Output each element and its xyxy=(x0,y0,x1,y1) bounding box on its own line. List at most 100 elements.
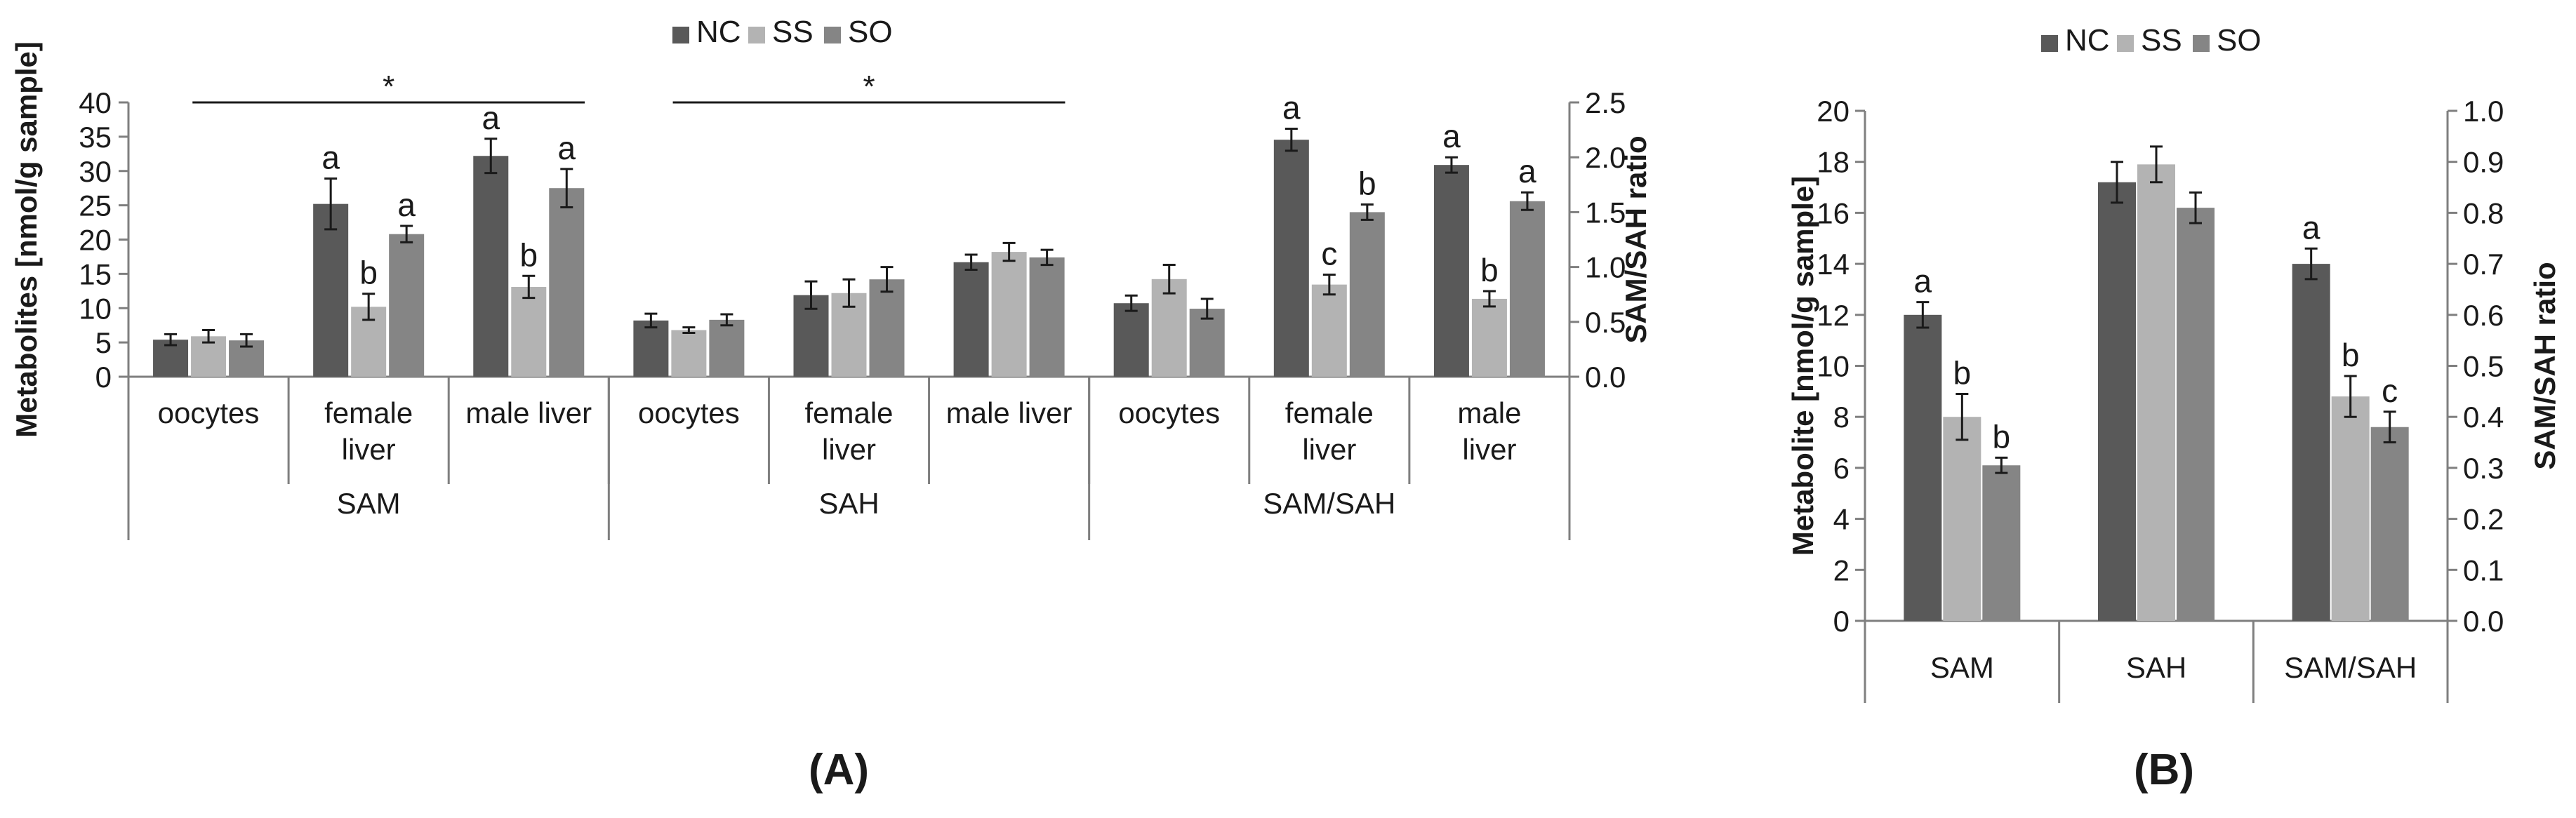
legend-a-label-nc: NC xyxy=(696,15,741,49)
b-sam-so-significance-letter: b xyxy=(1993,418,2011,455)
a-sah-oocytes-ss-bar xyxy=(671,330,707,377)
b-sah-ss-bar xyxy=(2137,164,2175,621)
panel-label-b: (B) xyxy=(2134,746,2194,794)
a-sah-male-liver-ss-bar xyxy=(991,252,1027,377)
x-category-label-a-7-1: liver xyxy=(1302,433,1356,466)
x-category-label-b-2: SAM/SAH xyxy=(2284,651,2417,684)
y-tick-label-right-b-0.2: 0.2 xyxy=(2463,503,2504,536)
b-sah-nc-bar xyxy=(2098,182,2136,621)
a-sah-male-liver-nc-bar xyxy=(953,262,989,377)
x-category-label-a-8-1: liver xyxy=(1462,433,1516,466)
legend-a-swatch-nc xyxy=(672,27,689,43)
a-sam-sah-female-liver-ss-significance-letter: c xyxy=(1321,236,1337,272)
a-sah-male-liver-so-bar xyxy=(1029,257,1065,377)
y-tick-label-left-a-30: 30 xyxy=(79,155,112,188)
a-sam-sah-female-liver-nc-bar xyxy=(1273,140,1309,377)
a-sam-sah-male-liver-ss-significance-letter: b xyxy=(1480,252,1499,288)
x-category-label-a-1-1: liver xyxy=(342,433,396,466)
y-tick-label-right-b-0.6: 0.6 xyxy=(2463,299,2504,332)
y-tick-label-left-b-8: 8 xyxy=(1833,401,1850,434)
x-category-label-a-1-0: female xyxy=(324,396,413,429)
y-tick-label-right-b-0.0: 0.0 xyxy=(2463,605,2504,638)
y-tick-label-right-a-0.0: 0.0 xyxy=(1585,361,1626,394)
legend-b-label-ss: SS xyxy=(2141,23,2182,58)
y-tick-label-right-b-0.5: 0.5 xyxy=(2463,350,2504,383)
b-sam-sah-ss-bar xyxy=(2331,396,2370,621)
legend-b-label-so: SO xyxy=(2217,23,2262,58)
y2-axis-title-a: SAM/SAH ratio xyxy=(1619,135,1652,343)
y-tick-label-left-a-10: 10 xyxy=(79,292,112,325)
a-sam-sah-male-liver-ss-bar xyxy=(1471,298,1507,377)
a-sam-sah-male-liver-so-significance-letter: a xyxy=(1518,153,1536,189)
a-sam-female-liver-nc-significance-letter: a xyxy=(321,140,340,176)
x-category-label-a-4-1: liver xyxy=(822,433,876,466)
y-tick-label-left-b-18: 18 xyxy=(1817,146,1850,179)
legend-b-swatch-ss xyxy=(2117,35,2134,52)
a-sam-sah-male-liver-so-bar xyxy=(1509,201,1545,377)
y-tick-label-left-b-12: 12 xyxy=(1817,299,1850,332)
b-sam-nc-significance-letter: a xyxy=(1914,263,1932,300)
b-sam-ss-bar xyxy=(1943,417,1981,621)
x-category-label-a-2-0: male liver xyxy=(465,396,592,429)
legend-a-swatch-ss xyxy=(748,27,765,43)
x-category-label-a-6-0: oocytes xyxy=(1118,396,1220,429)
x-category-label-b-0: SAM xyxy=(1930,651,1994,684)
y-tick-label-left-a-0: 0 xyxy=(95,361,112,394)
legend-b-swatch-so xyxy=(2193,35,2210,52)
x-category-label-a-3-0: oocytes xyxy=(638,396,740,429)
y-axis-title-a: Metabolites [nmol/g sample] xyxy=(10,41,43,438)
a-sam-male-liver-so-bar xyxy=(549,188,585,377)
legend-b-swatch-nc xyxy=(2041,35,2058,52)
b-sam-sah-nc-significance-letter: a xyxy=(2302,209,2321,246)
y-tick-label-left-a-5: 5 xyxy=(95,326,112,359)
a-sam-female-liver-nc-bar xyxy=(313,203,349,377)
b-sam-so-bar xyxy=(1982,465,2021,621)
a-sam-sah-male-liver-nc-bar xyxy=(1433,165,1469,377)
y-tick-label-right-a-1.5: 1.5 xyxy=(1585,196,1626,229)
y-tick-label-left-b-6: 6 xyxy=(1833,452,1850,485)
a-sam-sah-male-liver-nc-significance-letter: a xyxy=(1442,118,1461,154)
a-sam-female-liver-so-significance-letter: a xyxy=(397,187,416,223)
significance-star-a-0: * xyxy=(383,69,394,104)
x-category-label-b-1: SAH xyxy=(2126,651,2186,684)
a-sam-sah-female-liver-so-significance-letter: b xyxy=(1358,165,1376,201)
y-tick-label-left-b-2: 2 xyxy=(1833,554,1850,586)
a-sam-female-liver-ss-significance-letter: b xyxy=(359,255,378,291)
y-tick-label-left-b-16: 16 xyxy=(1817,196,1850,229)
b-sah-so-bar xyxy=(2177,208,2215,621)
y-tick-label-right-b-0.9: 0.9 xyxy=(2463,146,2504,179)
a-sam-sah-female-liver-ss-bar xyxy=(1311,284,1347,377)
a-sam-male-liver-ss-significance-letter: b xyxy=(519,236,538,273)
y-tick-label-left-b-14: 14 xyxy=(1817,248,1850,281)
legend-b-label-nc: NC xyxy=(2065,23,2110,58)
y-tick-label-left-b-0: 0 xyxy=(1833,605,1850,638)
y-tick-label-left-a-25: 25 xyxy=(79,189,112,222)
x-category-label-a-7-0: female xyxy=(1285,396,1374,429)
y-tick-label-right-a-2.5: 2.5 xyxy=(1585,86,1626,119)
legend-a-label-ss: SS xyxy=(772,15,814,49)
b-sam-sah-nc-bar xyxy=(2292,264,2330,621)
a-sah-oocytes-nc-bar xyxy=(633,320,669,377)
x-category-label-a-5-0: male liver xyxy=(946,396,1073,429)
a-sam-sah-oocytes-so-bar xyxy=(1189,309,1225,377)
b-sam-nc-bar xyxy=(1904,314,1942,621)
a-sah-oocytes-so-bar xyxy=(709,319,745,377)
a-sam-sah-female-liver-nc-significance-letter: a xyxy=(1282,90,1301,126)
b-sam-sah-so-bar xyxy=(2370,427,2409,621)
y-tick-label-right-a-1.0: 1.0 xyxy=(1585,251,1626,284)
y-tick-label-right-a-0.5: 0.5 xyxy=(1585,306,1626,339)
y-tick-label-right-b-0.1: 0.1 xyxy=(2463,554,2504,586)
a-sam-male-liver-so-significance-letter: a xyxy=(557,130,576,166)
y-tick-label-left-b-10: 10 xyxy=(1817,350,1850,383)
significance-star-a-1: * xyxy=(863,69,875,104)
x-group-label-a-1: SAH xyxy=(818,487,879,520)
a-sam-female-liver-so-bar xyxy=(389,234,425,377)
a-sam-male-liver-nc-bar xyxy=(473,156,509,377)
legend-a-swatch-so xyxy=(824,27,841,43)
b-sam-sah-ss-significance-letter: b xyxy=(2342,337,2360,373)
y-tick-label-left-a-35: 35 xyxy=(79,121,112,154)
y-axis-title-b: Metabolite [nmol/g sample] xyxy=(1786,176,1819,556)
a-sah-female-liver-so-bar xyxy=(869,279,905,377)
